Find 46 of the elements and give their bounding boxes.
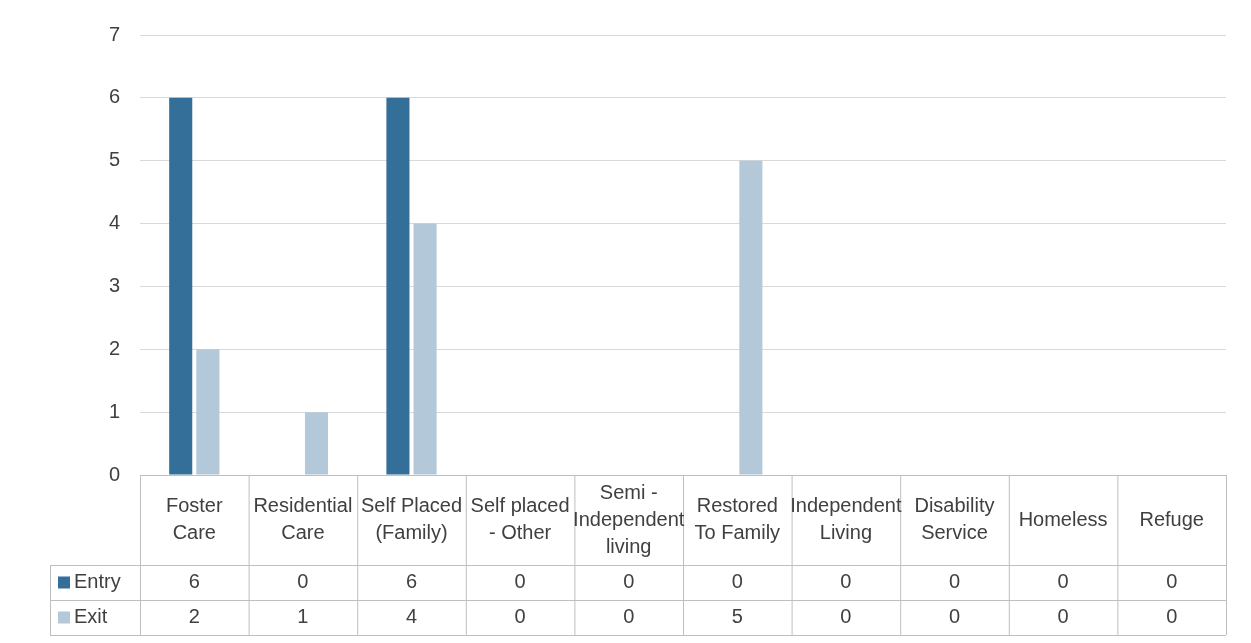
bar: [386, 97, 410, 475]
data-label: 0: [1166, 605, 1178, 628]
data-label: 0: [840, 570, 852, 593]
x-tick-label: Self placed - Other: [470, 494, 570, 544]
x-tick-label: Disability Service: [914, 494, 995, 544]
data-label: 0: [1166, 570, 1178, 593]
data-label: 0: [840, 605, 852, 628]
x-tick-label: Refuge: [1139, 507, 1204, 530]
data-label: 0: [623, 570, 635, 593]
data-label: 4: [405, 605, 418, 628]
y-tick-label: 7: [108, 22, 120, 45]
data-label: 0: [948, 605, 961, 628]
data-label: 0: [948, 570, 961, 593]
data-label: 0: [297, 570, 309, 593]
x-tick-label: Homeless: [1018, 507, 1108, 530]
data-label: 6: [405, 570, 418, 593]
x-tick-label: Self Placed (Family): [360, 494, 463, 544]
bar: [169, 97, 193, 475]
y-tick-label: 2: [108, 336, 120, 359]
y-tick-label: 0: [108, 462, 120, 485]
y-tick-label: 4: [108, 211, 120, 234]
y-tick-label: 3: [108, 273, 120, 296]
x-tick-label: Restored To Family: [694, 494, 781, 544]
x-tick-label: Residential Care: [253, 494, 353, 544]
bar: [304, 412, 329, 475]
bar: [413, 223, 437, 475]
x-tick-label: Semi - Independent living: [573, 480, 685, 557]
bar: [739, 160, 763, 475]
data-label: 5: [731, 605, 743, 628]
y-tick-label: 6: [108, 85, 120, 108]
bar: [196, 349, 220, 475]
y-tick-label: 5: [108, 148, 120, 171]
legend-label: Exit: [74, 605, 108, 628]
data-label: 0: [1057, 570, 1069, 593]
data-label: 0: [514, 570, 526, 593]
x-tick-label: Foster Care: [165, 494, 223, 544]
data-label: 0: [1057, 605, 1069, 628]
data-label: 0: [514, 605, 526, 628]
legend-label: Entry: [74, 570, 121, 593]
data-label: 0: [623, 605, 635, 628]
x-tick-label: Independent Living: [790, 494, 902, 544]
data-label: 2: [188, 605, 200, 628]
data-label: 0: [731, 570, 743, 593]
data-label: 1: [297, 605, 309, 628]
y-tick-label: 1: [108, 399, 120, 422]
data-label: 6: [188, 570, 200, 593]
